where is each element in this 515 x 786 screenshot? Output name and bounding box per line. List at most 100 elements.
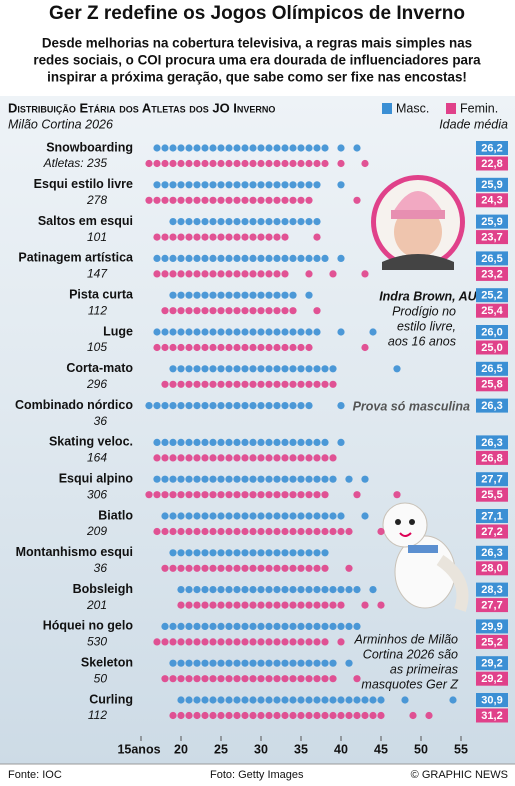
athlete-dot <box>153 254 161 262</box>
athlete-dot <box>233 328 241 336</box>
average-label: 25,0 <box>481 342 502 354</box>
athlete-dot <box>193 491 201 499</box>
average-box <box>476 598 508 613</box>
athlete-dot <box>249 675 257 683</box>
athlete-dot <box>193 380 201 388</box>
athlete-dot <box>265 233 273 241</box>
athlete-dot <box>201 380 209 388</box>
athlete-dot <box>337 527 345 536</box>
athlete-dot <box>233 307 241 315</box>
athlete-dot <box>281 218 289 226</box>
athlete-dot <box>217 711 225 720</box>
athlete-dot <box>329 601 337 609</box>
athlete-dot <box>249 270 257 278</box>
athlete-dot <box>233 291 241 299</box>
athlete-dot <box>201 181 209 189</box>
athlete-dot <box>241 491 249 499</box>
athlete-dot <box>241 512 249 520</box>
athlete-dot <box>193 181 201 189</box>
athlete-dot <box>185 586 193 594</box>
athlete-dot <box>161 270 169 278</box>
athlete-dot <box>153 638 161 646</box>
athlete-dot <box>257 549 265 557</box>
athlete-dot <box>241 270 249 278</box>
athlete-dot <box>169 328 177 336</box>
athlete-dot <box>313 564 321 572</box>
legend-label: Masc. <box>396 101 429 115</box>
athlete-dot <box>201 491 209 499</box>
athlete-dot <box>161 159 169 168</box>
athlete-dot <box>209 343 217 352</box>
count-label: 112 <box>88 708 107 722</box>
average-box <box>476 561 508 576</box>
average-badge: 28,3 <box>476 582 508 597</box>
average-box <box>476 509 508 523</box>
athlete-dot <box>281 270 289 278</box>
athlete-dot <box>297 675 305 683</box>
x-tick-label: 45 <box>374 742 388 756</box>
athlete-dot <box>161 196 169 204</box>
average-box <box>476 325 508 339</box>
average-label: 25,9 <box>481 179 502 191</box>
athlete-dot <box>209 270 217 278</box>
athlete-dot <box>249 254 257 262</box>
athlete-dot <box>249 438 257 446</box>
athlete-dot <box>225 564 233 572</box>
athlete-dot <box>185 454 193 462</box>
athlete-dot <box>297 527 305 536</box>
athlete-dot <box>321 144 329 152</box>
athlete-dot <box>241 454 249 462</box>
athlete-dot <box>241 218 249 226</box>
average-badge: 25,0 <box>476 340 508 355</box>
athlete-dot <box>185 438 193 446</box>
average-badge: 26,5 <box>476 361 508 376</box>
athlete-dot <box>393 491 401 499</box>
athlete-dot <box>185 365 193 373</box>
athlete-dot <box>233 144 241 152</box>
athlete-dot <box>185 254 193 262</box>
average-box <box>476 619 508 634</box>
athlete-dot <box>353 696 361 704</box>
athlete-dot <box>201 675 209 683</box>
athlete-dot <box>297 144 305 152</box>
average-label: 29,2 <box>481 658 502 670</box>
athlete-dot <box>297 328 305 336</box>
average-badge: 27,7 <box>476 472 508 487</box>
athlete-dot <box>217 233 225 241</box>
athlete-dot <box>289 622 297 631</box>
athlete-dot <box>177 254 185 262</box>
athlete-dot <box>265 475 273 483</box>
athlete-dot <box>225 586 233 594</box>
athlete-dot <box>273 196 281 204</box>
average-label: 25,5 <box>481 489 502 501</box>
athlete-dot <box>297 196 305 204</box>
athlete-dot <box>233 601 241 609</box>
athlete-dot <box>289 491 297 499</box>
athlete-dot <box>225 454 233 462</box>
athlete-dot <box>177 270 185 278</box>
athlete-dot <box>201 601 209 609</box>
athlete-dot <box>233 438 241 446</box>
count-label: 530 <box>87 635 107 649</box>
athlete-dot <box>185 328 193 336</box>
athlete-dot <box>169 491 177 499</box>
average-box <box>476 377 508 392</box>
athlete-dot <box>265 144 273 152</box>
category-label: Montanhismo esqui <box>16 545 133 559</box>
athlete-dot <box>289 254 297 262</box>
athlete-dot <box>257 527 265 536</box>
athlete-dot <box>201 218 209 226</box>
athlete-dot <box>201 144 209 152</box>
athlete-dot <box>161 527 169 536</box>
x-tick-label: 50 <box>414 742 428 756</box>
athlete-dot <box>233 159 241 168</box>
count-label: 296 <box>86 377 107 391</box>
athlete-dot <box>289 196 297 204</box>
athlete-dot <box>233 475 241 483</box>
legend-swatch <box>446 103 456 114</box>
category-label: Snowboarding <box>46 140 133 154</box>
athlete-dot <box>233 218 241 226</box>
athlete-dot <box>273 601 281 609</box>
average-label: 22,8 <box>481 158 502 170</box>
athlete-dot <box>241 159 249 168</box>
